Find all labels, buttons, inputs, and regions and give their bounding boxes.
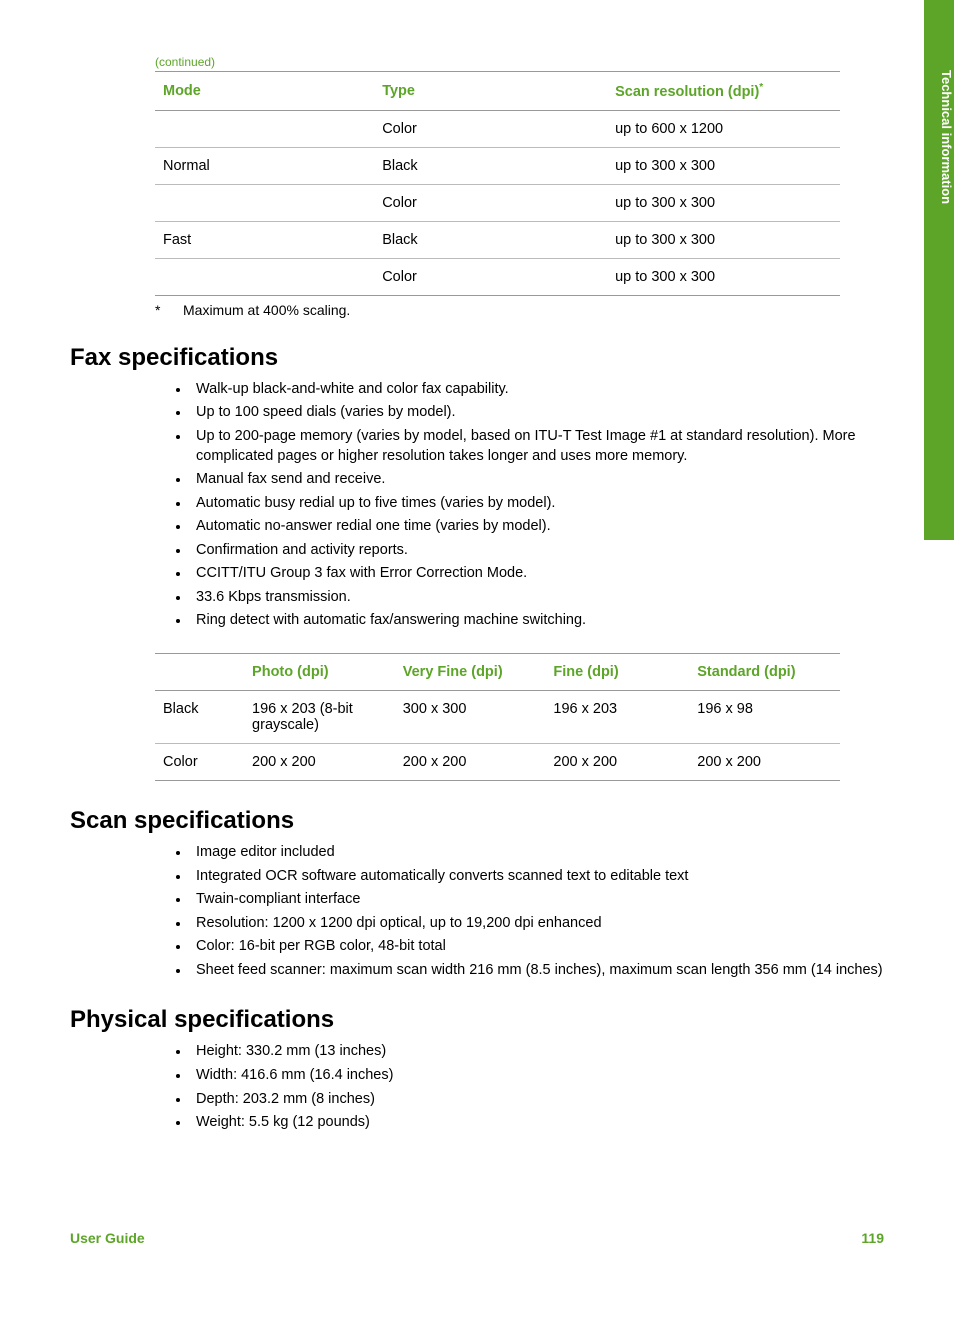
footnote: *Maximum at 400% scaling.	[155, 302, 884, 318]
list-item: Twain-compliant interface	[190, 890, 884, 910]
table-header-cell: Scan resolution (dpi)*	[607, 72, 840, 111]
table-row: FastBlackup to 300 x 300	[155, 221, 840, 258]
footer-right: 119	[861, 1230, 884, 1246]
section-heading-physical: Physical specifications	[70, 1006, 884, 1034]
table-row: Black196 x 203 (8-bit grayscale)300 x 30…	[155, 691, 840, 744]
table1-header-row: ModeTypeScan resolution (dpi)*	[155, 72, 840, 111]
table-cell: up to 300 x 300	[607, 147, 840, 184]
table-cell: Fast	[155, 221, 374, 258]
table-row: Colorup to 600 x 1200	[155, 110, 840, 147]
table-header-cell	[155, 654, 244, 691]
list-item: Automatic busy redial up to five times (…	[190, 494, 884, 514]
table-cell: Color	[155, 744, 244, 781]
list-item: Weight: 5.5 kg (12 pounds)	[190, 1113, 884, 1133]
list-item: Automatic no-answer redial one time (var…	[190, 517, 884, 537]
table-cell: Black	[155, 691, 244, 744]
list-item: Sheet feed scanner: maximum scan width 2…	[190, 961, 884, 981]
table-row: Colorup to 300 x 300	[155, 258, 840, 295]
table-header-cell: Photo (dpi)	[244, 654, 395, 691]
list-item: Ring detect with automatic fax/answering…	[190, 611, 884, 631]
table-cell: 300 x 300	[395, 691, 546, 744]
list-item: Integrated OCR software automatically co…	[190, 867, 884, 887]
scan-resolution-table: ModeTypeScan resolution (dpi)* Colorup t…	[155, 71, 840, 296]
list-item: Depth: 203.2 mm (8 inches)	[190, 1090, 884, 1110]
list-item: Confirmation and activity reports.	[190, 541, 884, 561]
table-cell: Color	[374, 184, 607, 221]
table-cell: 200 x 200	[244, 744, 395, 781]
table-header-cell: Standard (dpi)	[689, 654, 840, 691]
table-cell: 200 x 200	[689, 744, 840, 781]
list-item: Up to 100 speed dials (varies by model).	[190, 403, 884, 423]
list-item: Color: 16-bit per RGB color, 48-bit tota…	[190, 937, 884, 957]
table-cell: 196 x 203 (8-bit grayscale)	[244, 691, 395, 744]
list-item: Image editor included	[190, 843, 884, 863]
fax-bullet-list: Walk-up black-and-white and color fax ca…	[190, 380, 884, 631]
table-cell: up to 300 x 300	[607, 221, 840, 258]
table-cell: Normal	[155, 147, 374, 184]
table-cell: Color	[374, 258, 607, 295]
list-item: Width: 416.6 mm (16.4 inches)	[190, 1066, 884, 1086]
section-heading-fax: Fax specifications	[70, 344, 884, 372]
list-item: Up to 200-page memory (varies by model, …	[190, 427, 884, 466]
footnote-text: Maximum at 400% scaling.	[183, 302, 350, 318]
physical-bullet-list: Height: 330.2 mm (13 inches) Width: 416.6…	[190, 1042, 884, 1132]
table-cell: 200 x 200	[545, 744, 689, 781]
table2-header-row: Photo (dpi)Very Fine (dpi)Fine (dpi)Stan…	[155, 654, 840, 691]
table-cell: 196 x 203	[545, 691, 689, 744]
table-row: NormalBlackup to 300 x 300	[155, 147, 840, 184]
section-heading-scan: Scan specifications	[70, 807, 884, 835]
table-header-cell: Mode	[155, 72, 374, 111]
table-cell: up to 300 x 300	[607, 184, 840, 221]
table-row: Color200 x 200200 x 200200 x 200200 x 20…	[155, 744, 840, 781]
table-cell: 196 x 98	[689, 691, 840, 744]
scan-bullet-list: Image editor included Integrated OCR soft…	[190, 843, 884, 980]
continued-label: (continued)	[155, 55, 884, 69]
list-item: Walk-up black-and-white and color fax ca…	[190, 380, 884, 400]
table-header-cell: Type	[374, 72, 607, 111]
table-cell: Black	[374, 221, 607, 258]
table-cell: Black	[374, 147, 607, 184]
list-item: Height: 330.2 mm (13 inches)	[190, 1042, 884, 1062]
list-item: Manual fax send and receive.	[190, 470, 884, 490]
page-footer: User Guide 119	[70, 1230, 884, 1246]
list-item: CCITT/ITU Group 3 fax with Error Correct…	[190, 564, 884, 584]
footnote-marker: *	[155, 302, 183, 318]
footer-left: User Guide	[70, 1230, 145, 1246]
fax-dpi-table: Photo (dpi)Very Fine (dpi)Fine (dpi)Stan…	[155, 653, 840, 781]
table-cell: up to 300 x 300	[607, 258, 840, 295]
table-cell	[155, 258, 374, 295]
table-header-cell: Fine (dpi)	[545, 654, 689, 691]
table-row: Colorup to 300 x 300	[155, 184, 840, 221]
table-cell	[155, 110, 374, 147]
list-item: 33.6 Kbps transmission.	[190, 588, 884, 608]
table-cell: up to 600 x 1200	[607, 110, 840, 147]
table-cell	[155, 184, 374, 221]
list-item: Resolution: 1200 x 1200 dpi optical, up …	[190, 914, 884, 934]
table-cell: 200 x 200	[395, 744, 546, 781]
page-content: (continued) ModeTypeScan resolution (dpi…	[0, 0, 954, 1321]
table-header-cell: Very Fine (dpi)	[395, 654, 546, 691]
header-superscript: *	[759, 82, 763, 93]
table-cell: Color	[374, 110, 607, 147]
